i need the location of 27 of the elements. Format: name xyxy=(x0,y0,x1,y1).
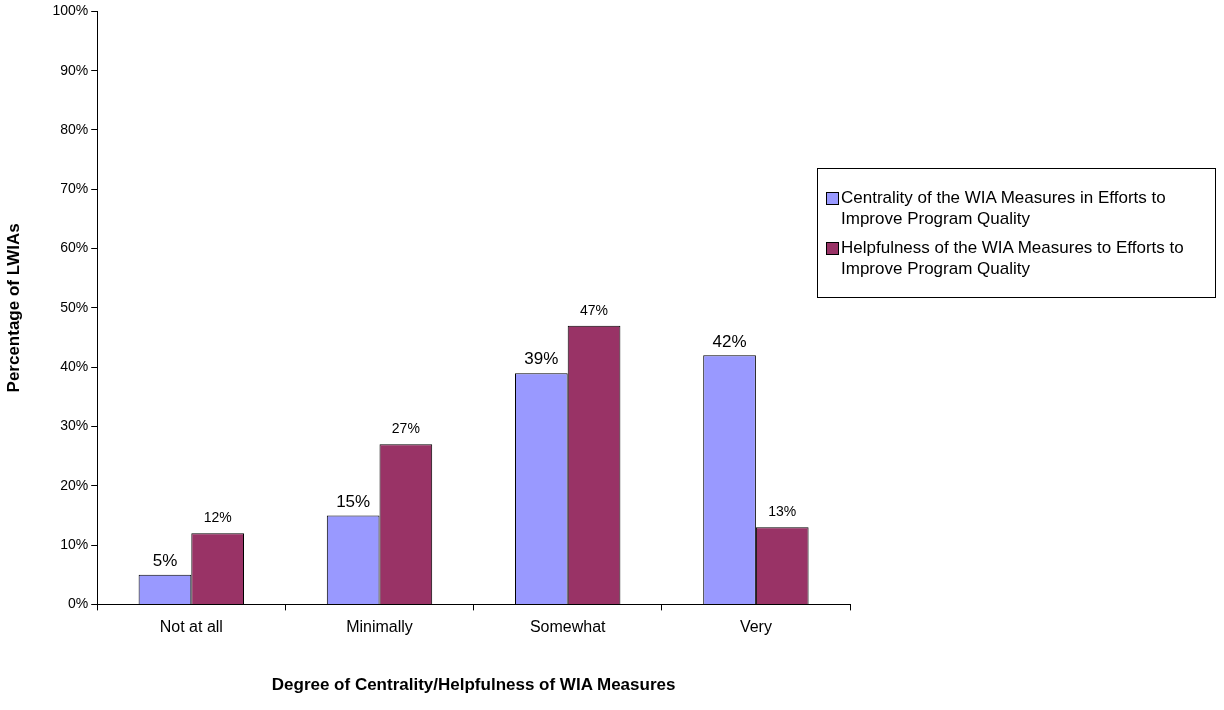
data-label: 47% xyxy=(580,301,609,318)
y-tick-label: 40% xyxy=(60,358,89,375)
y-tick-label: 70% xyxy=(60,180,89,197)
legend-label: Helpfulness of the WIA Measures to Efforts to Improve Program Quality xyxy=(841,237,1185,279)
x-axis-title: Degree of Centrality/Helpfulness of WIA Measures xyxy=(271,675,676,695)
y-axis-title: Percentage of LWIAs xyxy=(3,223,23,393)
y-tick-label: 50% xyxy=(60,298,89,315)
data-label: 13% xyxy=(768,503,797,520)
y-tick-label: 100% xyxy=(52,2,89,19)
data-label: 5% xyxy=(152,550,178,570)
y-tick-label: 90% xyxy=(60,61,89,78)
x-tick-label: Somewhat xyxy=(529,618,607,636)
y-tick-label: 30% xyxy=(60,417,89,434)
x-tick-label: Minimally xyxy=(346,618,413,636)
data-label: 39% xyxy=(524,349,559,369)
y-tick-label: 60% xyxy=(60,239,89,256)
data-label: 12% xyxy=(203,509,232,526)
y-tick-label: 10% xyxy=(60,535,89,552)
data-label: 15% xyxy=(336,491,371,511)
y-tick-label: 20% xyxy=(60,476,89,493)
x-tick-label: Not at all xyxy=(159,618,223,636)
data-label: 27% xyxy=(391,420,420,437)
x-tick-label: Very xyxy=(739,618,772,636)
y-tick-label: 80% xyxy=(60,120,89,137)
y-tick-label: 0% xyxy=(67,595,89,612)
legend-label: Centrality of the WIA Measures in Efforts to Improve Program Quality xyxy=(841,187,1167,229)
data-label: 42% xyxy=(712,331,747,351)
